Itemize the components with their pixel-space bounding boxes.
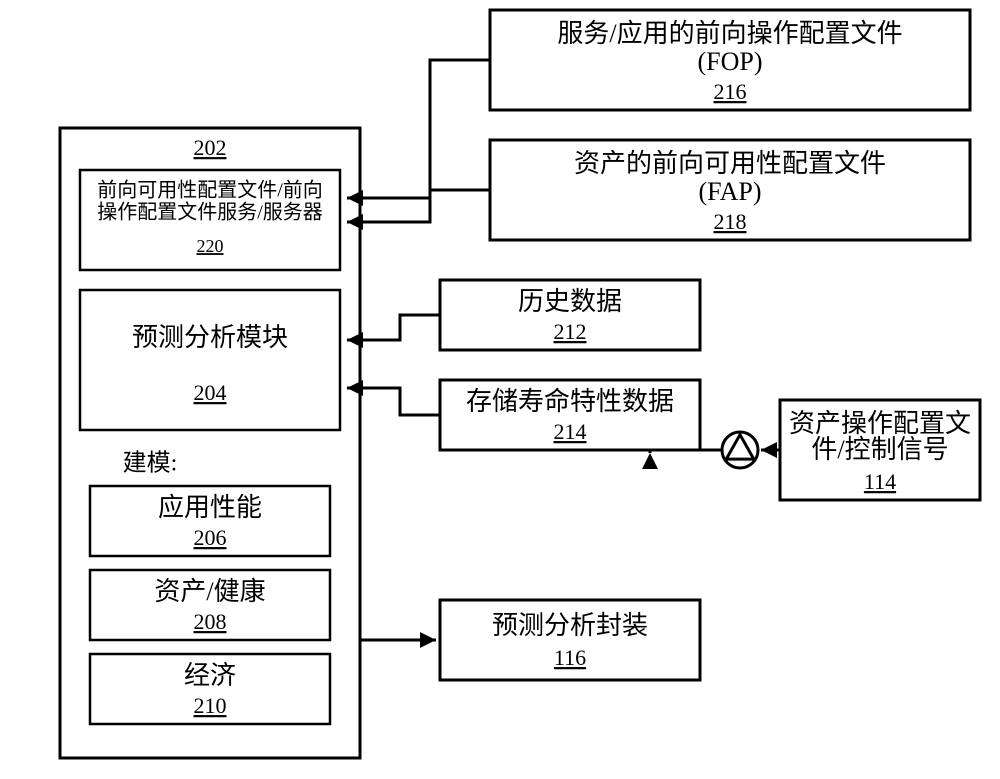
svg-text:(FOP): (FOP) bbox=[697, 47, 762, 76]
svg-text:220: 220 bbox=[197, 236, 224, 256]
svg-text:建模:: 建模: bbox=[123, 450, 178, 477]
svg-text:218: 218 bbox=[714, 209, 747, 234]
svg-text:216: 216 bbox=[714, 79, 747, 104]
svg-text:(FAP): (FAP) bbox=[698, 177, 761, 206]
svg-text:应用性能: 应用性能 bbox=[158, 493, 262, 522]
svg-text:预测分析封装: 预测分析封装 bbox=[492, 611, 648, 640]
svg-text:资产操作配置文: 资产操作配置文 bbox=[789, 409, 971, 438]
svg-text:114: 114 bbox=[864, 469, 896, 494]
svg-text:212: 212 bbox=[554, 319, 587, 344]
svg-text:116: 116 bbox=[554, 645, 586, 670]
svg-text:资产/健康: 资产/健康 bbox=[154, 577, 265, 606]
svg-text:历史数据: 历史数据 bbox=[518, 287, 622, 316]
svg-text:前向可用性配置文件/前向: 前向可用性配置文件/前向 bbox=[97, 179, 323, 202]
svg-text:资产的前向可用性配置文件: 资产的前向可用性配置文件 bbox=[574, 149, 886, 178]
svg-text:210: 210 bbox=[194, 693, 227, 718]
svg-text:202: 202 bbox=[194, 135, 227, 160]
svg-text:存储寿命特性数据: 存储寿命特性数据 bbox=[466, 387, 674, 416]
svg-text:214: 214 bbox=[554, 419, 587, 444]
svg-text:件/控制信号: 件/控制信号 bbox=[811, 435, 948, 464]
svg-text:操作配置文件服务/服务器: 操作配置文件服务/服务器 bbox=[97, 201, 323, 224]
svg-text:208: 208 bbox=[194, 609, 227, 634]
svg-text:204: 204 bbox=[194, 380, 227, 405]
svg-text:预测分析模块: 预测分析模块 bbox=[132, 323, 288, 352]
svg-text:206: 206 bbox=[194, 525, 227, 550]
svg-text:服务/应用的前向操作配置文件: 服务/应用的前向操作配置文件 bbox=[557, 19, 902, 48]
svg-text:经济: 经济 bbox=[184, 661, 236, 690]
